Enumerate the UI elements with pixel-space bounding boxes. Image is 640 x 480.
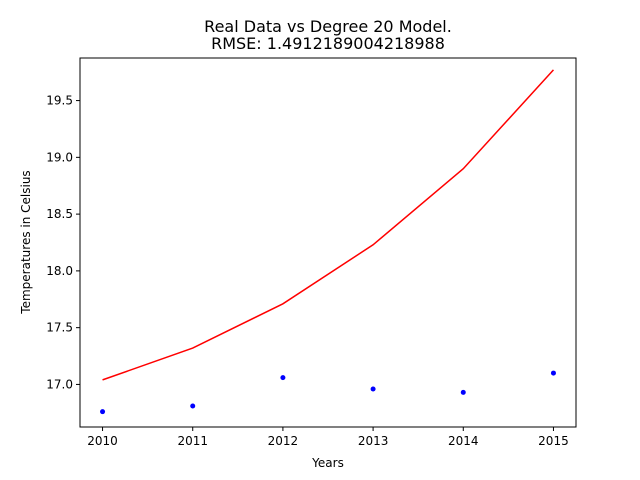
y-axis-label: Temperatures in Celsius [19, 170, 33, 314]
model-line [102, 69, 555, 381]
chart-subtitle: RMSE: 1.4912189004218988 [211, 34, 445, 53]
y-tick-label: 17.5 [46, 321, 73, 335]
data-point [460, 389, 466, 395]
data-point [550, 370, 556, 376]
data-point [370, 386, 376, 392]
y-tick-label: 19.5 [46, 94, 73, 108]
y-tick-label: 19.0 [46, 150, 73, 164]
x-axis-label: Years [311, 456, 344, 470]
x-tick-label: 2015 [538, 434, 569, 448]
plot-frame [79, 57, 577, 428]
data-point [280, 375, 286, 381]
x-axis: 2010 2011 2012 2013 2014 2015 [87, 427, 569, 448]
x-tick-label: 2014 [448, 434, 479, 448]
x-tick-label: 2012 [268, 434, 299, 448]
chart-title: Real Data vs Degree 20 Model. [204, 17, 452, 36]
data-point [190, 403, 196, 409]
data-point [100, 409, 106, 415]
y-axis: 17.0 17.5 18.0 18.5 19.0 19.5 [46, 94, 80, 391]
y-tick-label: 17.0 [46, 377, 73, 391]
y-tick-label: 18.0 [46, 264, 73, 278]
y-tick-label: 18.5 [46, 207, 73, 221]
plot-area [100, 69, 556, 415]
x-tick-label: 2010 [87, 434, 118, 448]
x-tick-label: 2013 [358, 434, 389, 448]
x-tick-label: 2011 [177, 434, 208, 448]
